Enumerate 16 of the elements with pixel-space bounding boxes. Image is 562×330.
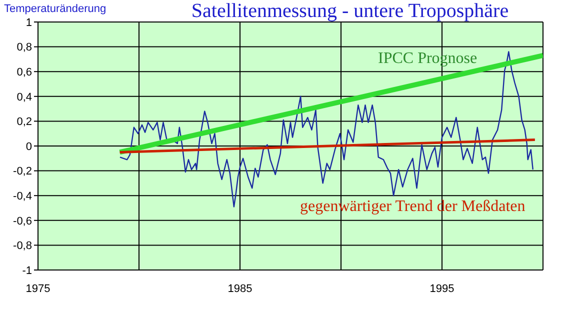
y-tick-label: 0,6 [16, 66, 32, 79]
x-tick-label: 1995 [430, 282, 454, 295]
y-tick-label: -0,2 [13, 166, 32, 178]
y-axis-title: Temperaturänderung [4, 3, 106, 15]
y-tick-label: -0,4 [13, 190, 32, 203]
y-tick-label: 0,2 [16, 116, 32, 128]
y-tick-label: 0 [26, 140, 32, 153]
y-tick-label: 1 [26, 16, 32, 29]
y-tick-label: 0,8 [16, 42, 32, 54]
y-tick-label: -0,8 [13, 240, 32, 252]
y-tick-label: -0,6 [13, 215, 32, 228]
x-tick-label: 1975 [26, 282, 50, 295]
y-tick-label: 0,4 [16, 91, 32, 104]
x-tick-label: 1985 [228, 282, 252, 295]
chart-title: Satellitenmessung - untere Troposphäre [190, 0, 510, 23]
y-tick-label: -1 [22, 264, 32, 277]
